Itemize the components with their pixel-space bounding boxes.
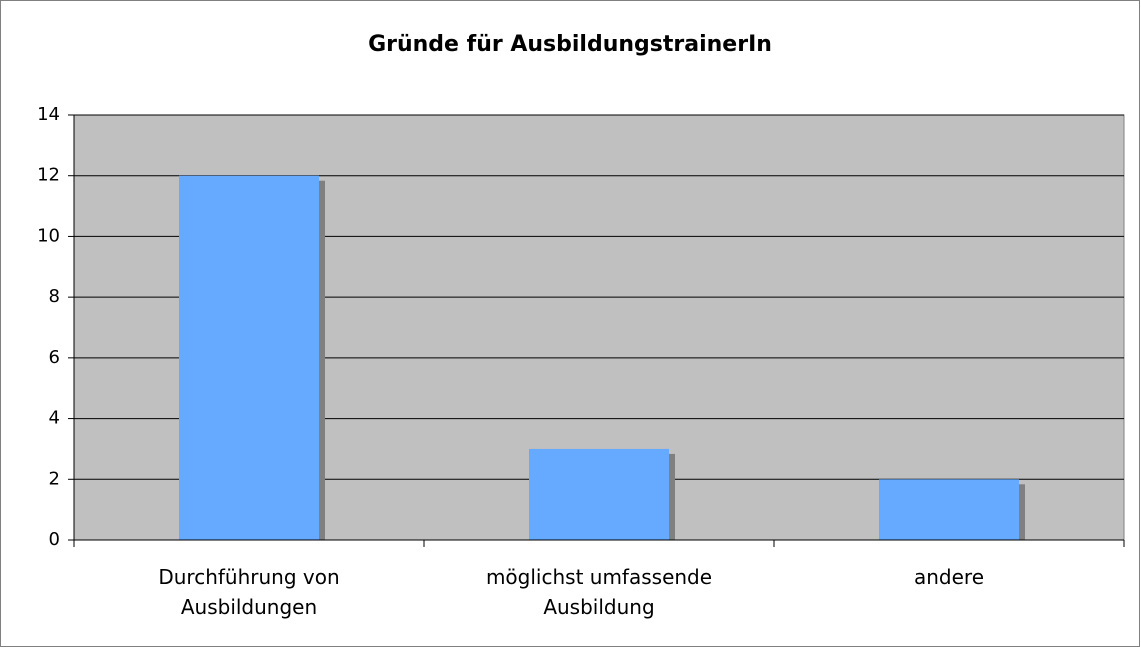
x-tick-label: Durchführung von Ausbildungen — [158, 565, 340, 619]
y-tick-label: 14 — [37, 104, 60, 125]
y-tick-label: 4 — [49, 408, 60, 429]
x-tick-label: möglichst umfassende Ausbildung — [485, 565, 713, 619]
chart-title: Gründe für AusbildungstrainerIn — [368, 32, 772, 57]
y-tick-label: 0 — [49, 529, 60, 550]
y-tick-label: 2 — [49, 468, 60, 489]
bar — [529, 448, 669, 540]
bar — [179, 175, 319, 540]
x-tick-label: andere — [913, 565, 985, 589]
bar — [879, 479, 1019, 540]
y-tick-label: 12 — [37, 165, 60, 186]
y-tick-label: 6 — [49, 347, 60, 368]
y-tick-label: 10 — [37, 225, 60, 246]
y-tick-label: 8 — [49, 286, 60, 307]
